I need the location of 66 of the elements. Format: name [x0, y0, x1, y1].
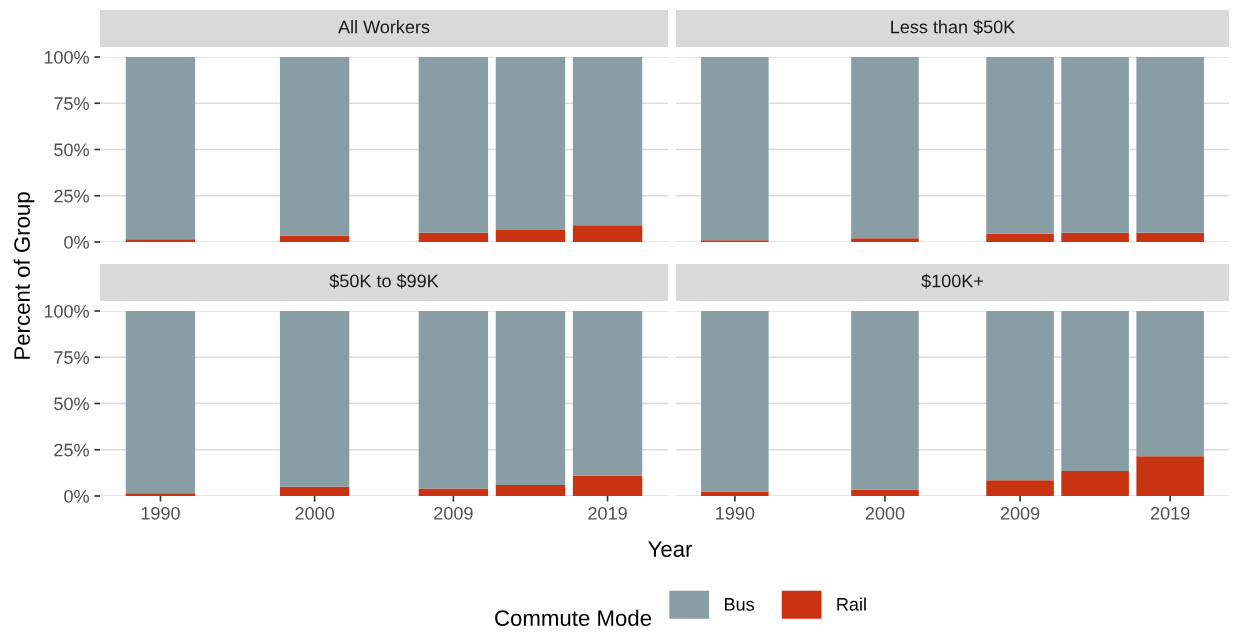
bar — [125, 311, 196, 494]
bar — [986, 311, 1054, 481]
bar — [279, 57, 350, 236]
bar — [851, 489, 919, 496]
bar — [986, 57, 1054, 234]
bar — [279, 235, 350, 242]
bar — [418, 232, 489, 242]
bar — [279, 486, 350, 496]
bar — [851, 57, 919, 239]
y-tick-label: 100% — [44, 304, 89, 318]
bar — [1061, 471, 1129, 496]
bar — [986, 480, 1054, 496]
chart-title: $100K+ — [921, 273, 983, 289]
bar — [701, 57, 769, 241]
bar — [851, 238, 919, 242]
y-axis-title: Percent of Group — [13, 192, 35, 359]
y-tick-label: 25% — [54, 189, 89, 203]
bar — [125, 57, 196, 240]
x-tick-label: 1990 — [141, 506, 180, 520]
y-tick-label: 50% — [54, 143, 89, 157]
bar — [701, 491, 769, 496]
bar — [495, 229, 566, 242]
y-tick-label: 75% — [54, 351, 89, 364]
legend-title: Commute Mode — [495, 609, 652, 626]
x-tick-label: 2009 — [1000, 506, 1040, 520]
bar — [572, 311, 643, 476]
bar — [279, 311, 350, 487]
bar — [1136, 311, 1204, 457]
bar — [418, 57, 489, 233]
bar — [851, 311, 919, 490]
x-axis-title: Year — [648, 541, 693, 557]
x-tick-label: 2000 — [295, 506, 334, 520]
legend-label: Rail — [837, 597, 866, 611]
chart-title: Less than $50K — [891, 19, 1016, 35]
bar — [701, 311, 769, 492]
bar — [495, 57, 566, 230]
bar — [1136, 57, 1204, 233]
x-tick-label: 2019 — [588, 506, 627, 520]
bar — [495, 484, 566, 496]
y-tick-label: 50% — [54, 397, 89, 411]
bar — [1136, 232, 1204, 242]
bar — [572, 225, 643, 242]
x-tick-label: 2000 — [865, 506, 905, 520]
bar — [125, 239, 196, 242]
legend-label: Bus — [725, 598, 754, 611]
y-tick-label: 75% — [54, 97, 89, 110]
bar — [572, 475, 643, 496]
chart-title: All Workers — [338, 20, 430, 34]
bar — [418, 488, 489, 496]
y-tick-label: 100% — [44, 50, 89, 64]
bar — [495, 311, 566, 485]
bar — [1136, 456, 1204, 496]
bar — [418, 311, 489, 489]
x-tick-label: 1990 — [716, 506, 755, 520]
y-tick-label: 0% — [64, 235, 89, 249]
bar — [1061, 232, 1129, 242]
bar — [572, 57, 643, 226]
y-tick-label: 25% — [54, 443, 89, 457]
bar — [986, 233, 1054, 242]
bar — [125, 493, 196, 496]
x-tick-label: 2009 — [434, 506, 473, 520]
chart-title: $50K to $99K — [329, 273, 439, 289]
x-tick-label: 2019 — [1150, 506, 1190, 520]
y-tick-label: 0% — [64, 489, 89, 503]
bar — [1061, 57, 1129, 233]
bar — [1061, 311, 1129, 472]
